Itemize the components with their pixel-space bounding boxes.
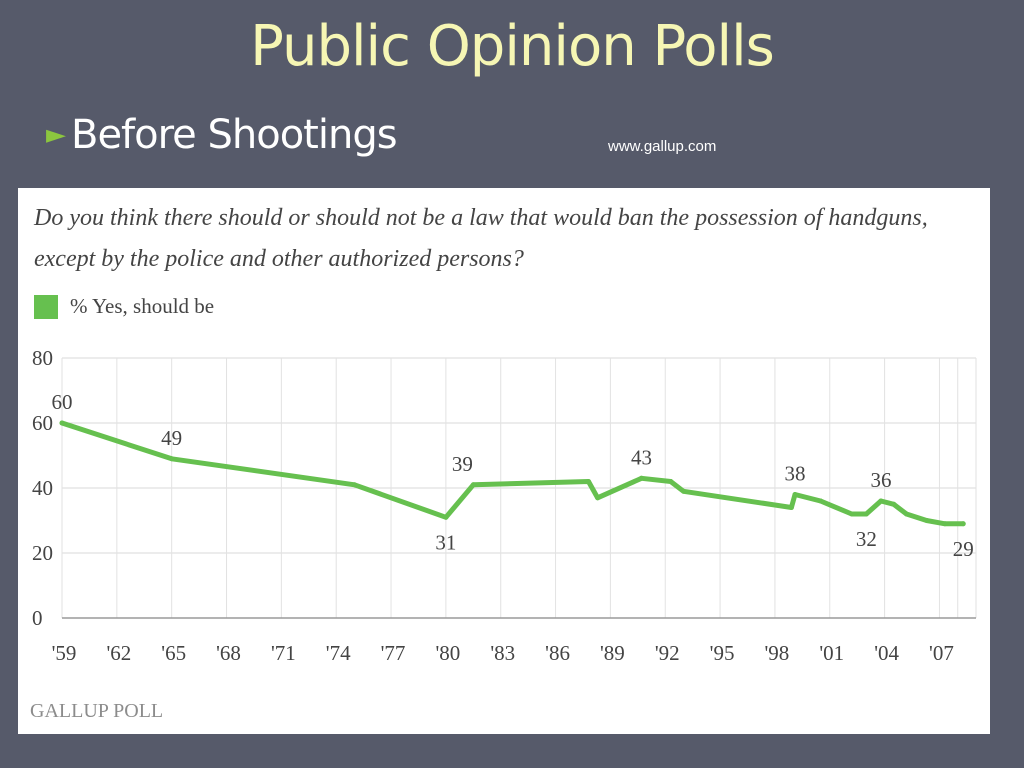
y-tick-label: 80 xyxy=(32,346,53,370)
series-line xyxy=(59,420,966,527)
data-label: 38 xyxy=(785,462,806,486)
data-point xyxy=(351,482,357,488)
chart-panel: Do you think there should or should not … xyxy=(18,188,990,734)
data-label: 32 xyxy=(856,527,877,551)
bullet-item: ► Before Shootings xyxy=(46,112,398,158)
x-tick-label: '01 xyxy=(819,641,844,665)
data-point xyxy=(891,501,897,507)
data-point xyxy=(818,498,824,504)
data-point xyxy=(863,511,869,517)
data-label: 43 xyxy=(631,445,652,469)
data-point xyxy=(904,511,910,517)
data-label: 29 xyxy=(953,537,974,561)
data-label: 36 xyxy=(870,468,891,492)
x-tick-label: '98 xyxy=(765,641,790,665)
x-tick-label: '04 xyxy=(874,641,899,665)
data-point xyxy=(595,495,601,501)
x-tick-label: '95 xyxy=(710,641,735,665)
data-point xyxy=(668,479,674,484)
y-tick-label: 40 xyxy=(32,476,53,500)
x-tick-label: '80 xyxy=(435,641,460,665)
x-tick-label: '86 xyxy=(545,641,570,665)
y-tick-label: 20 xyxy=(32,541,53,565)
chart-title: Do you think there should or should not … xyxy=(34,205,928,272)
x-tick-label: '65 xyxy=(161,641,186,665)
x-tick-label: '77 xyxy=(381,641,406,665)
slide-title: Public Opinion Polls xyxy=(250,14,775,79)
bullet-text: Before Shootings xyxy=(71,112,398,158)
data-point xyxy=(470,482,476,488)
data-label: 31 xyxy=(435,530,456,554)
data-point xyxy=(585,479,591,484)
data-point xyxy=(792,492,798,497)
data-point xyxy=(169,456,175,462)
data-point xyxy=(878,498,884,504)
x-tick-label: '07 xyxy=(929,641,954,665)
data-point xyxy=(924,518,930,523)
data-label: 60 xyxy=(52,390,73,414)
triangle-bullet-icon: ► xyxy=(46,120,66,150)
data-point xyxy=(638,475,644,481)
y-tick-label: 60 xyxy=(32,411,53,435)
gallup-logo: GALLUP POLL xyxy=(30,700,164,722)
x-tick-label: '62 xyxy=(106,641,131,665)
x-tick-label: '71 xyxy=(271,641,296,665)
data-point xyxy=(960,521,966,527)
data-point xyxy=(788,505,794,510)
source-link[interactable]: www.gallup.com xyxy=(608,138,717,155)
data-point xyxy=(443,514,449,520)
data-point xyxy=(681,488,687,494)
x-tick-label: '68 xyxy=(216,641,241,665)
x-tick-label: '92 xyxy=(655,641,680,665)
data-point xyxy=(849,511,855,517)
data-point xyxy=(59,420,65,426)
x-tick-label: '74 xyxy=(326,641,351,665)
x-tick-label: '83 xyxy=(490,641,515,665)
chart-legend: % Yes, should be xyxy=(34,294,214,319)
data-point xyxy=(942,521,948,527)
x-tick-label: '59 xyxy=(52,641,77,665)
data-label: 49 xyxy=(161,426,182,450)
x-tick-label: '89 xyxy=(600,641,625,665)
data-label: 39 xyxy=(452,452,473,476)
y-tick-label: 0 xyxy=(32,606,43,630)
legend-label: % Yes, should be xyxy=(70,294,215,318)
line-chart: 0 20 40 60 80 '59 '62 '65 '68 '71 '74 '77 '80 '83 '86 '… xyxy=(32,346,977,665)
legend-swatch xyxy=(34,294,58,319)
